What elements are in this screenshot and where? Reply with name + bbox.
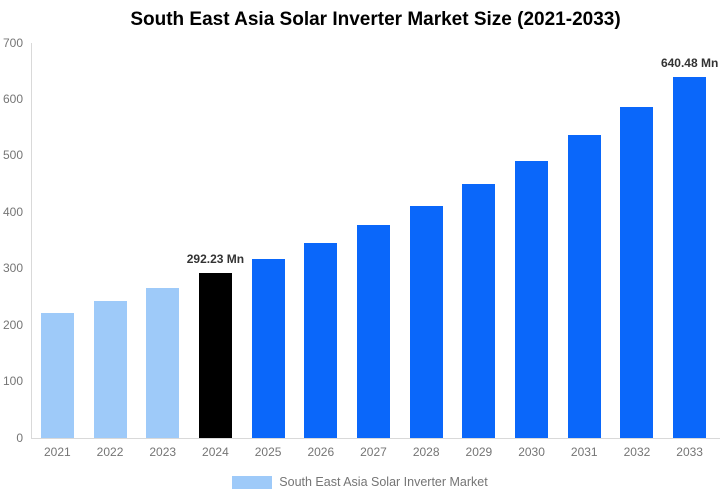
x-axis-label-2030: 2030 [518,445,545,459]
chart-title: South East Asia Solar Inverter Market Si… [130,9,621,30]
bar-2025[interactable] [251,259,285,438]
legend-swatch-icon [232,475,273,489]
bar-2023[interactable] [146,287,180,438]
bar-2022[interactable] [93,300,127,438]
data-label-2033: 640.48 Mn [660,55,719,70]
bar-2029[interactable] [462,184,496,438]
x-axis-label-2021: 2021 [43,445,71,459]
x-axis-label-2026: 2026 [307,445,335,459]
bar-2032[interactable] [620,107,654,438]
bar-2021[interactable] [40,312,74,438]
y-axis-tick-label-200: 200 [2,317,23,332]
bar-2030[interactable] [515,160,549,438]
legend: South East Asia Solar Inverter Market [0,475,720,489]
y-axis-tick-label-700: 700 [2,35,23,50]
x-axis-label-2023: 2023 [149,445,177,459]
y-axis-tick-label-300: 300 [2,261,23,276]
bar-2028[interactable] [409,205,443,438]
y-axis-tick-label-600: 600 [2,91,23,106]
bar-2031[interactable] [567,134,601,438]
bar-2026[interactable] [304,242,338,438]
y-axis-line [31,43,32,438]
bar-2027[interactable] [357,224,390,438]
legend-label: South East Asia Solar Inverter Market [279,475,488,489]
x-axis-label-2025: 2025 [254,445,282,459]
y-axis-tick-label-500: 500 [2,148,23,163]
x-axis-label-2031: 2031 [570,445,598,459]
y-axis-tick-label-0: 0 [16,430,23,445]
x-axis-label-2024: 2024 [202,445,229,459]
bar-2033[interactable] [673,76,707,438]
y-axis-tick-label-100: 100 [2,374,23,389]
x-axis-label-2033: 2033 [676,445,703,459]
x-axis-label-2032: 2032 [623,445,651,459]
x-axis-line [31,438,720,439]
y-axis-tick-label-400: 400 [2,204,23,219]
legend-item[interactable]: South East Asia Solar Inverter Market [232,475,488,489]
x-axis-label-2028: 2028 [412,445,440,459]
x-axis-label-2027: 2027 [360,445,387,459]
bar-2024[interactable] [198,273,232,438]
x-axis-label-2029: 2029 [465,445,493,459]
x-axis-label-2022: 2022 [96,445,124,459]
data-label-2024: 292.23 Mn [186,252,245,267]
